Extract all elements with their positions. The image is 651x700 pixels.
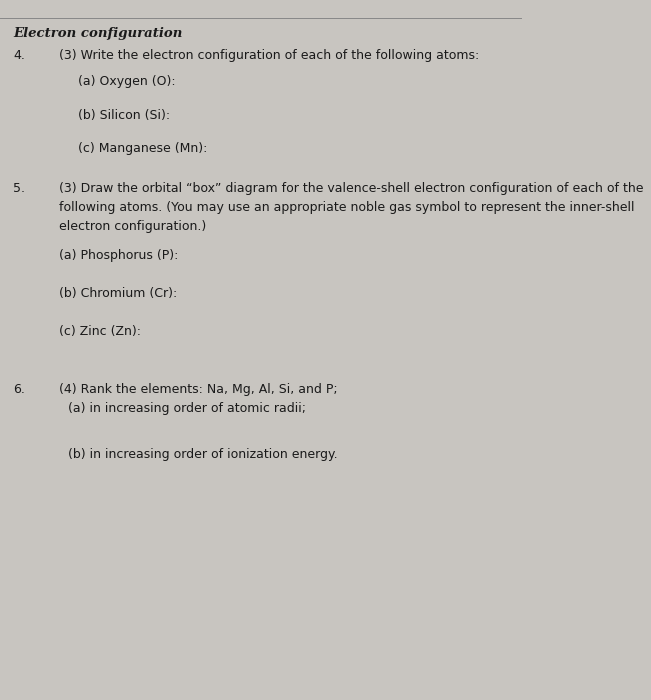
Text: (c) Zinc (Zn):: (c) Zinc (Zn): xyxy=(59,326,141,339)
Text: following atoms. (You may use an appropriate noble gas symbol to represent the i: following atoms. (You may use an appropr… xyxy=(59,201,634,214)
Text: (3) Draw the orbital “box” diagram for the valence-shell electron configuration : (3) Draw the orbital “box” diagram for t… xyxy=(59,182,643,195)
Text: Electron configuration: Electron configuration xyxy=(13,27,182,40)
Text: (c) Manganese (Mn):: (c) Manganese (Mn): xyxy=(78,142,208,155)
Text: (b) Chromium (Cr):: (b) Chromium (Cr): xyxy=(59,287,177,300)
Text: (4) Rank the elements: Na, Mg, Al, Si, and P;: (4) Rank the elements: Na, Mg, Al, Si, a… xyxy=(59,383,337,396)
Text: (b) Silicon (Si):: (b) Silicon (Si): xyxy=(78,108,171,122)
Text: (a) Oxygen (O):: (a) Oxygen (O): xyxy=(78,75,176,88)
Text: (b) in increasing order of ionization energy.: (b) in increasing order of ionization en… xyxy=(68,448,338,461)
Text: electron configuration.): electron configuration.) xyxy=(59,220,206,233)
Text: 5.: 5. xyxy=(13,182,25,195)
Text: 4.: 4. xyxy=(13,49,25,62)
Text: (3) Write the electron configuration of each of the following atoms:: (3) Write the electron configuration of … xyxy=(59,49,479,62)
Text: (a) Phosphorus (P):: (a) Phosphorus (P): xyxy=(59,248,178,262)
Text: (a) in increasing order of atomic radii;: (a) in increasing order of atomic radii; xyxy=(68,402,307,415)
Text: 6.: 6. xyxy=(13,383,25,396)
